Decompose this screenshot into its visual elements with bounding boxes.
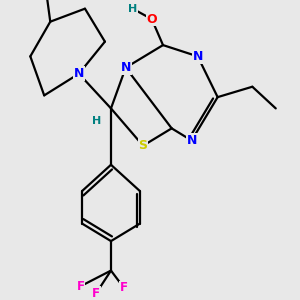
Text: F: F (92, 286, 100, 300)
Text: H: H (128, 4, 137, 14)
Text: S: S (139, 139, 148, 152)
Text: N: N (193, 50, 203, 63)
Text: H: H (92, 116, 101, 126)
Text: F: F (120, 281, 128, 294)
Text: F: F (76, 280, 85, 293)
Text: N: N (121, 61, 131, 74)
Text: N: N (186, 134, 197, 147)
Text: N: N (74, 67, 84, 80)
Text: O: O (146, 13, 157, 26)
